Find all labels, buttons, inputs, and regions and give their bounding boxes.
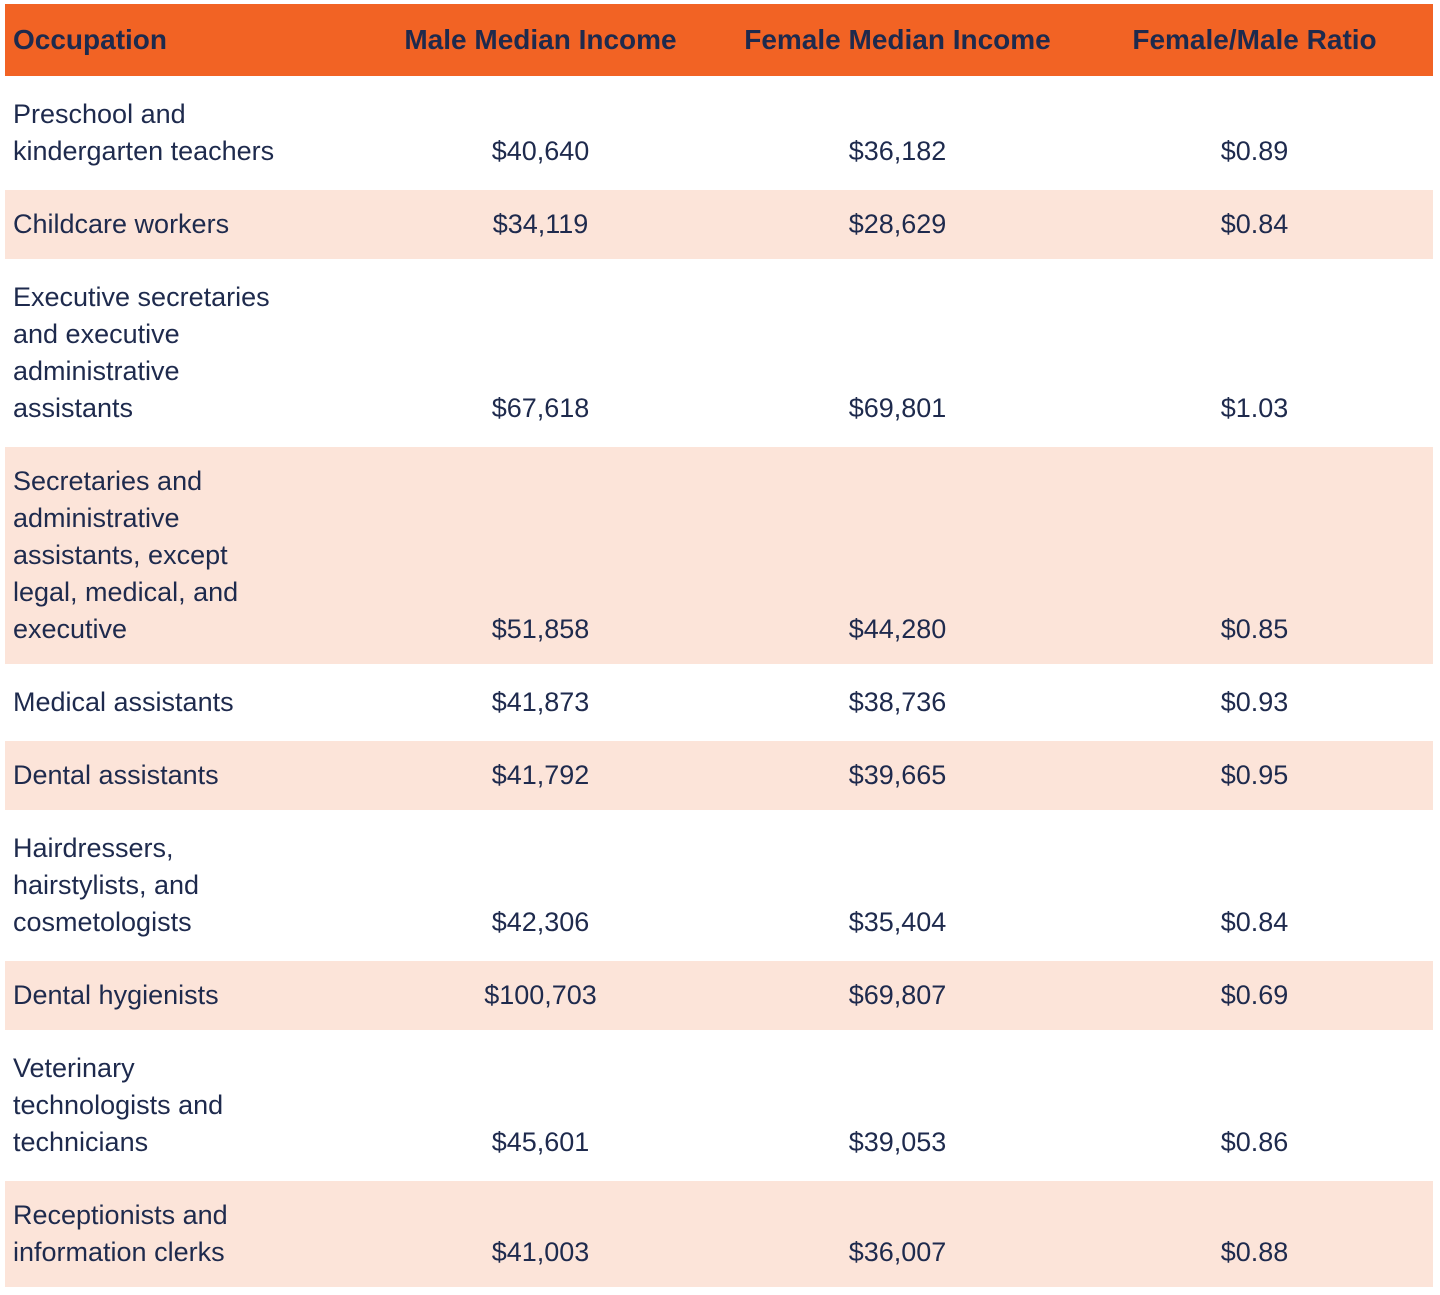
- male-income-cell: $34,119: [362, 190, 719, 259]
- table-row: Dental hygienists $100,703 $69,807 $0.69: [5, 961, 1433, 1030]
- ratio-cell: $0.84: [1076, 814, 1433, 957]
- female-income-cell: $44,280: [719, 447, 1076, 664]
- ratio-cell: $0.69: [1076, 961, 1433, 1030]
- occupation-label: Dental hygienists: [13, 980, 219, 1010]
- female-income-cell: $35,404: [719, 814, 1076, 957]
- occupation-cell: Medical assistants: [5, 668, 362, 737]
- table-row: Medical assistants $41,873 $38,736 $0.93: [5, 668, 1433, 737]
- occupation-cell: Receptionists and information clerks: [5, 1181, 362, 1287]
- table-row: Receptionists and information clerks $41…: [5, 1181, 1433, 1287]
- occupation-label: Medical assistants: [13, 687, 234, 717]
- table-body: Preschool and kindergarten teachers $40,…: [5, 80, 1433, 1287]
- female-income-cell: $38,736: [719, 668, 1076, 737]
- column-header-female-median-income: Female Median Income: [719, 4, 1076, 76]
- occupation-label: Hairdressers, hairstylists, and cosmetol…: [13, 833, 200, 937]
- occupation-cell: Hairdressers, hairstylists, and cosmetol…: [5, 814, 362, 957]
- table-row: Hairdressers, hairstylists, and cosmetol…: [5, 814, 1433, 957]
- ratio-cell: $0.88: [1076, 1181, 1433, 1287]
- ratio-cell: $0.85: [1076, 447, 1433, 664]
- occupation-label: Preschool and kindergarten teachers: [13, 99, 275, 166]
- column-header-male-median-income: Male Median Income: [362, 4, 719, 76]
- occupation-label: Executive secretaries and executive admi…: [13, 282, 270, 423]
- ratio-cell: $0.93: [1076, 668, 1433, 737]
- occupation-label: Secretaries and administrative assistant…: [13, 466, 239, 644]
- male-income-cell: $41,873: [362, 668, 719, 737]
- male-income-cell: $67,618: [362, 263, 719, 443]
- occupation-label: Childcare workers: [13, 209, 230, 239]
- female-income-cell: $36,007: [719, 1181, 1076, 1287]
- column-header-occupation: Occupation: [5, 4, 362, 76]
- female-income-cell: $28,629: [719, 190, 1076, 259]
- ratio-cell: $0.89: [1076, 80, 1433, 186]
- male-income-cell: $40,640: [362, 80, 719, 186]
- female-income-cell: $36,182: [719, 80, 1076, 186]
- occupation-label: Receptionists and information clerks: [13, 1200, 228, 1267]
- table-row: Executive secretaries and executive admi…: [5, 263, 1433, 443]
- table-row: Preschool and kindergarten teachers $40,…: [5, 80, 1433, 186]
- male-income-cell: $41,003: [362, 1181, 719, 1287]
- table-row: Childcare workers $34,119 $28,629 $0.84: [5, 190, 1433, 259]
- occupation-cell: Executive secretaries and executive admi…: [5, 263, 362, 443]
- male-income-cell: $42,306: [362, 814, 719, 957]
- occupation-cell: Dental hygienists: [5, 961, 362, 1030]
- male-income-cell: $45,601: [362, 1034, 719, 1177]
- ratio-cell: $0.95: [1076, 741, 1433, 810]
- female-income-cell: $69,807: [719, 961, 1076, 1030]
- ratio-cell: $1.03: [1076, 263, 1433, 443]
- female-income-cell: $69,801: [719, 263, 1076, 443]
- male-income-cell: $100,703: [362, 961, 719, 1030]
- header-row: Occupation Male Median Income Female Med…: [5, 4, 1433, 76]
- occupation-cell: Preschool and kindergarten teachers: [5, 80, 362, 186]
- female-income-cell: $39,665: [719, 741, 1076, 810]
- occupation-cell: Veterinary technologists and technicians: [5, 1034, 362, 1177]
- male-income-cell: $41,792: [362, 741, 719, 810]
- occupation-label: Veterinary technologists and technicians: [13, 1053, 224, 1157]
- table-row: Veterinary technologists and technicians…: [5, 1034, 1433, 1177]
- occupation-cell: Dental assistants: [5, 741, 362, 810]
- male-income-cell: $51,858: [362, 447, 719, 664]
- occupation-cell: Childcare workers: [5, 190, 362, 259]
- table-row: Secretaries and administrative assistant…: [5, 447, 1433, 664]
- female-income-cell: $39,053: [719, 1034, 1076, 1177]
- ratio-cell: $0.86: [1076, 1034, 1433, 1177]
- occupation-cell: Secretaries and administrative assistant…: [5, 447, 362, 664]
- occupation-label: Dental assistants: [13, 760, 219, 790]
- table-row: Dental assistants $41,792 $39,665 $0.95: [5, 741, 1433, 810]
- income-table: Occupation Male Median Income Female Med…: [5, 0, 1433, 1291]
- ratio-cell: $0.84: [1076, 190, 1433, 259]
- column-header-female-male-ratio: Female/Male Ratio: [1076, 4, 1433, 76]
